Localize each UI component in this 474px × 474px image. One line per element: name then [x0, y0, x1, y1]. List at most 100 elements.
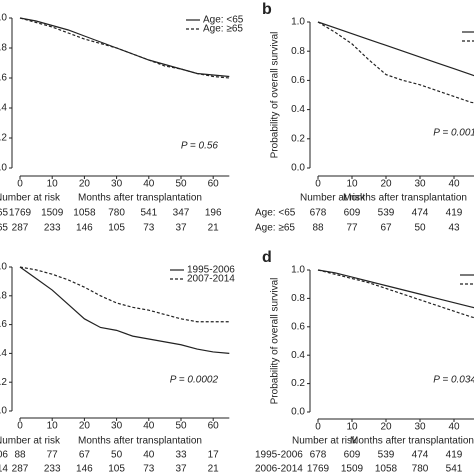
legend-label: Age: <65	[203, 15, 244, 26]
risk-count: 17	[208, 450, 220, 461]
risk-count: 105	[108, 223, 125, 234]
x-tick-label: 20	[380, 422, 392, 433]
y-tick-label: 0.0	[0, 163, 7, 174]
y-tick-label: 0.8	[291, 293, 305, 304]
risk-count: 43	[448, 223, 460, 234]
survival-curve	[19, 266, 230, 323]
risk-count: 105	[108, 464, 125, 474]
risk-count: 539	[378, 450, 395, 461]
risk-count: 146	[76, 464, 93, 474]
p-value: P = 0.034	[433, 375, 474, 386]
risk-count: 1769	[9, 208, 32, 219]
x-axis-title: Months after transplantation	[78, 193, 202, 204]
risk-count: 419	[446, 450, 463, 461]
risk-count: 541	[140, 208, 157, 219]
y-tick-label: 0.4	[0, 103, 7, 114]
risk-row-label: 1995-2006	[0, 450, 8, 461]
risk-count: 1509	[341, 464, 364, 474]
y-tick-label: 0.6	[291, 75, 305, 86]
y-tick-label: 0.4	[291, 350, 305, 361]
x-tick-label: 10	[346, 179, 358, 190]
y-tick-label: 0.8	[0, 290, 7, 301]
x-tick-label: 0	[315, 422, 321, 433]
survival-curve	[19, 266, 230, 354]
legend-label: 2007-2014	[187, 274, 235, 285]
x-tick-label: 30	[414, 179, 426, 190]
risk-count: 474	[412, 450, 429, 461]
risk-table-title: Number at risk	[0, 193, 61, 204]
risk-count: 21	[208, 464, 220, 474]
risk-count: 474	[412, 208, 429, 219]
x-tick-label: 40	[448, 422, 460, 433]
x-tick-label: 0	[315, 179, 321, 190]
risk-count: 609	[344, 208, 361, 219]
risk-count: 73	[143, 223, 155, 234]
y-tick-label: 1.0	[291, 17, 305, 28]
risk-count: 609	[344, 450, 361, 461]
risk-count: 88	[14, 450, 26, 461]
x-tick-label: 30	[111, 179, 123, 190]
y-axis-title: Probability of overall survival	[270, 32, 281, 159]
risk-count: 67	[79, 450, 91, 461]
p-value: P = 0.56	[181, 141, 219, 152]
risk-count: 678	[310, 208, 327, 219]
survival-curve	[317, 269, 474, 309]
x-tick-label: 40	[448, 179, 460, 190]
risk-count: 287	[12, 464, 29, 474]
risk-count: 33	[175, 450, 187, 461]
risk-row-label: 2006-2014	[255, 464, 303, 474]
risk-table-title: Number at risk	[0, 436, 61, 447]
risk-count: 678	[310, 450, 327, 461]
survival-curve	[317, 21, 474, 77]
y-tick-label: 0.2	[0, 377, 7, 388]
y-axis-title: Probability of overall survival	[270, 278, 281, 405]
risk-count: 50	[414, 223, 426, 234]
y-tick-label: 0.6	[0, 319, 7, 330]
survival-curve	[19, 17, 230, 79]
risk-count: 539	[378, 208, 395, 219]
x-tick-label: 60	[208, 421, 220, 432]
x-tick-label: 40	[143, 421, 155, 432]
x-tick-label: 0	[17, 421, 23, 432]
survival-curve	[317, 21, 474, 104]
legend-label: 1995-2006	[187, 265, 235, 276]
risk-count: 21	[208, 223, 220, 234]
legend-label: Age: ≥65	[203, 24, 243, 35]
y-tick-label: 0.2	[291, 133, 305, 144]
risk-count: 73	[143, 464, 155, 474]
risk-count: 67	[380, 223, 392, 234]
x-axis-title: Months after transplantation	[343, 193, 467, 204]
y-tick-label: 0.2	[0, 133, 7, 144]
y-tick-label: 0.0	[291, 407, 305, 418]
x-axis-title: Months after transplantation	[350, 436, 474, 447]
x-tick-label: 40	[143, 179, 155, 190]
risk-count: 780	[108, 208, 125, 219]
risk-count: 50	[111, 450, 123, 461]
risk-count: 780	[412, 464, 429, 474]
p-value: P = 0.0002	[170, 375, 219, 386]
risk-table-title: Number at risk	[300, 193, 366, 204]
risk-count: 77	[47, 450, 59, 461]
risk-row-label: Age: <65	[255, 208, 296, 219]
y-tick-label: 0.6	[0, 73, 7, 84]
y-tick-label: 0.8	[0, 43, 7, 54]
risk-row-label: 1995-2006	[255, 450, 303, 461]
y-tick-label: 0.0	[0, 406, 7, 417]
y-tick-label: 0.8	[291, 46, 305, 57]
risk-row-label: Age: ≥65	[0, 223, 8, 234]
panel-label: b	[262, 1, 272, 18]
risk-table-title: Number at risk	[292, 436, 358, 447]
y-tick-label: 1.0	[291, 265, 305, 276]
y-tick-label: 0.0	[291, 163, 305, 174]
x-tick-label: 20	[79, 179, 91, 190]
survival-curve	[19, 17, 230, 78]
risk-count: 1509	[41, 208, 64, 219]
x-tick-label: 30	[414, 422, 426, 433]
risk-row-label: Age: ≥65	[255, 223, 295, 234]
y-tick-label: 0.4	[0, 348, 7, 359]
risk-count: 541	[446, 464, 463, 474]
survival-curve	[317, 269, 474, 319]
x-axis-title: Months after transplantation	[78, 436, 202, 447]
panel-label: d	[262, 249, 272, 266]
